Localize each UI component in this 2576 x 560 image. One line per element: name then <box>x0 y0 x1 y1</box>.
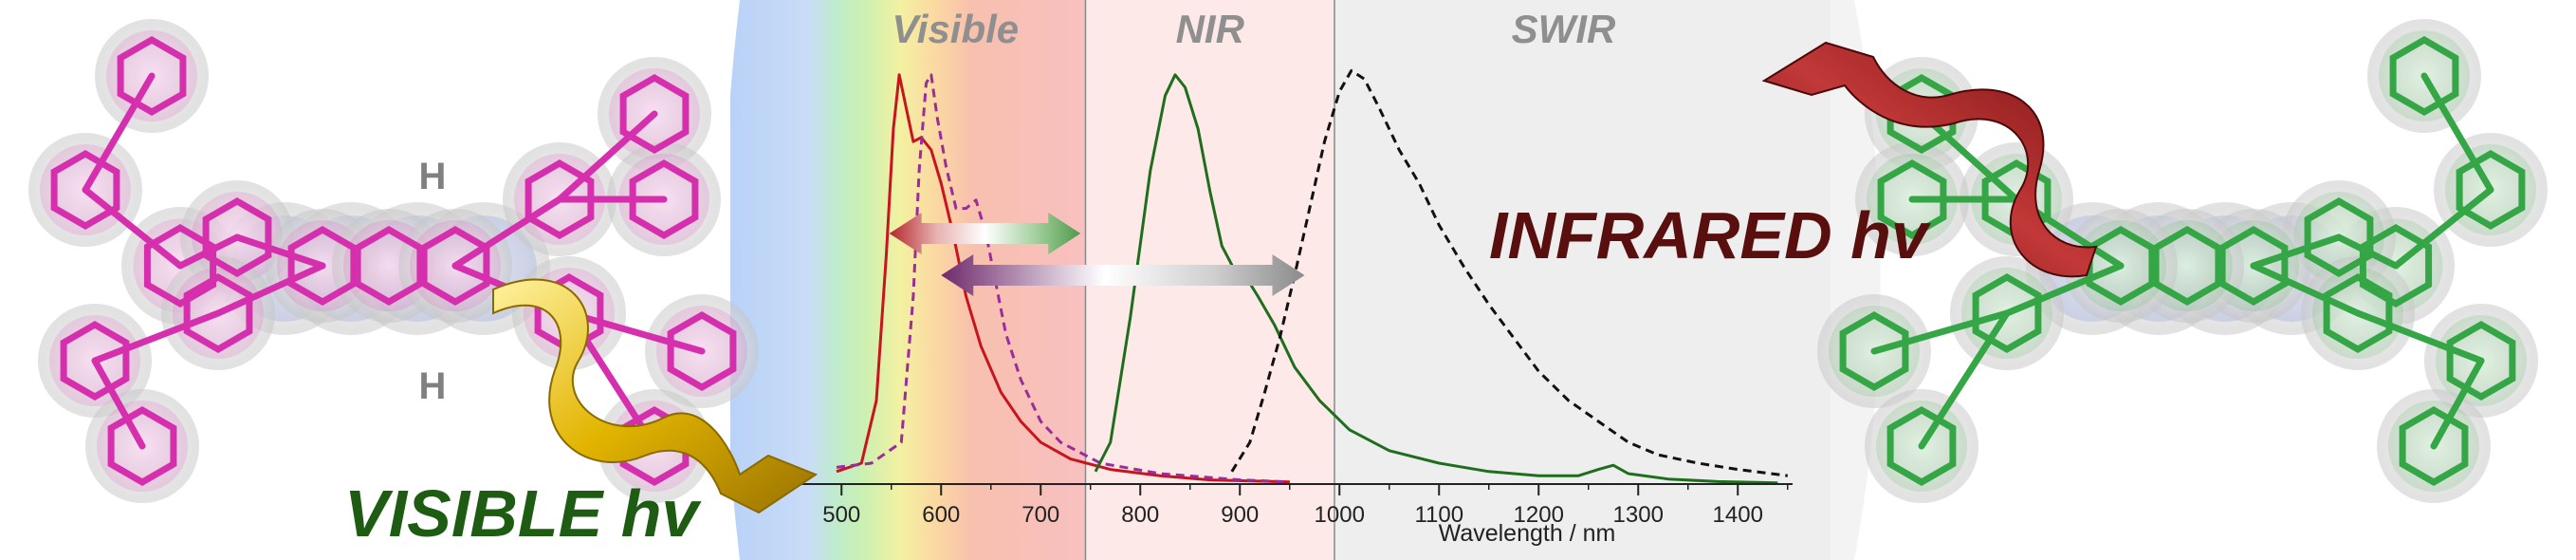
spectrum-backdrop <box>721 0 1881 560</box>
region-label-nir: NIR <box>1176 7 1245 51</box>
hydrogen-label-top: H <box>419 156 447 197</box>
pink-molecule: H H <box>28 19 759 503</box>
x-tick-label: 900 <box>1221 502 1259 528</box>
green-molecule <box>1817 19 2548 503</box>
x-tick-label: 1100 <box>1414 502 1463 528</box>
visible-photon-wave <box>492 278 819 514</box>
visible-hv-label: VISIBLE hv <box>344 476 702 551</box>
double-arrow-1 <box>941 254 1305 296</box>
hydrogen-label-bottom: H <box>419 365 447 407</box>
swir-region-band <box>1334 0 1831 560</box>
x-tick-label: 1300 <box>1613 502 1664 528</box>
double-arrow-0 <box>889 213 1081 254</box>
infrared-hv-label: INFRARED hv <box>1489 198 1932 272</box>
x-tick-label: 1200 <box>1514 502 1564 528</box>
x-axis-label: Wavelength / nm <box>1439 520 1616 547</box>
region-label-visible: Visible <box>892 7 1019 51</box>
x-tick-label: 1400 <box>1713 502 1763 528</box>
absorption-emission-chart: Visible NIR SWIR 500 600 700 800 900 1000 1100 12… <box>797 0 1793 560</box>
x-tick-label: 700 <box>1021 502 1059 528</box>
series-line-2 <box>1094 73 1778 485</box>
series-line-0 <box>836 73 1290 484</box>
x-tick-label: 1000 <box>1315 502 1365 528</box>
x-tick-label: 500 <box>822 502 860 528</box>
x-tick-label: 800 <box>1121 502 1159 528</box>
series-line-1 <box>836 73 1290 484</box>
x-tick-label: 600 <box>922 502 960 528</box>
region-label-swir: SWIR <box>1512 7 1616 51</box>
infrared-photon-wave <box>1761 41 2098 278</box>
